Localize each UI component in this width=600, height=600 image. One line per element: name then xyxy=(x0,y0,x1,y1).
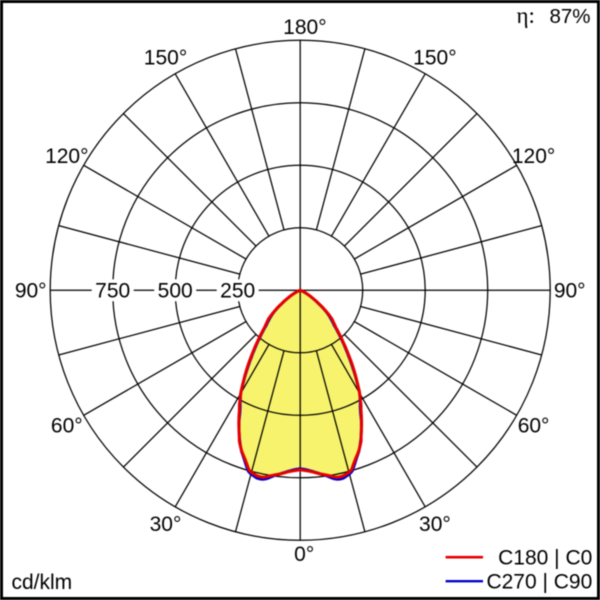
svg-text:120°: 120° xyxy=(45,145,88,168)
svg-text:60°: 60° xyxy=(51,414,83,437)
svg-text:cd/klm: cd/klm xyxy=(12,571,73,594)
svg-text:30°: 30° xyxy=(419,513,451,536)
svg-text:87%: 87% xyxy=(549,5,590,28)
svg-text:500: 500 xyxy=(158,280,193,303)
svg-text:C270 | C90: C270 | C90 xyxy=(486,571,592,594)
svg-text:120°: 120° xyxy=(512,145,555,168)
svg-text:180°: 180° xyxy=(283,16,326,39)
svg-text:150°: 150° xyxy=(413,46,456,69)
svg-text:60°: 60° xyxy=(518,414,550,437)
svg-text:90°: 90° xyxy=(15,280,47,303)
svg-text:250: 250 xyxy=(220,280,255,303)
svg-text:90°: 90° xyxy=(554,280,586,303)
svg-text:150°: 150° xyxy=(144,46,187,69)
svg-text:30°: 30° xyxy=(150,513,182,536)
svg-text:0°: 0° xyxy=(294,543,314,566)
svg-text:η:: η: xyxy=(517,3,535,28)
svg-text:750: 750 xyxy=(95,280,130,303)
svg-text:C180 | C0: C180 | C0 xyxy=(498,547,592,570)
